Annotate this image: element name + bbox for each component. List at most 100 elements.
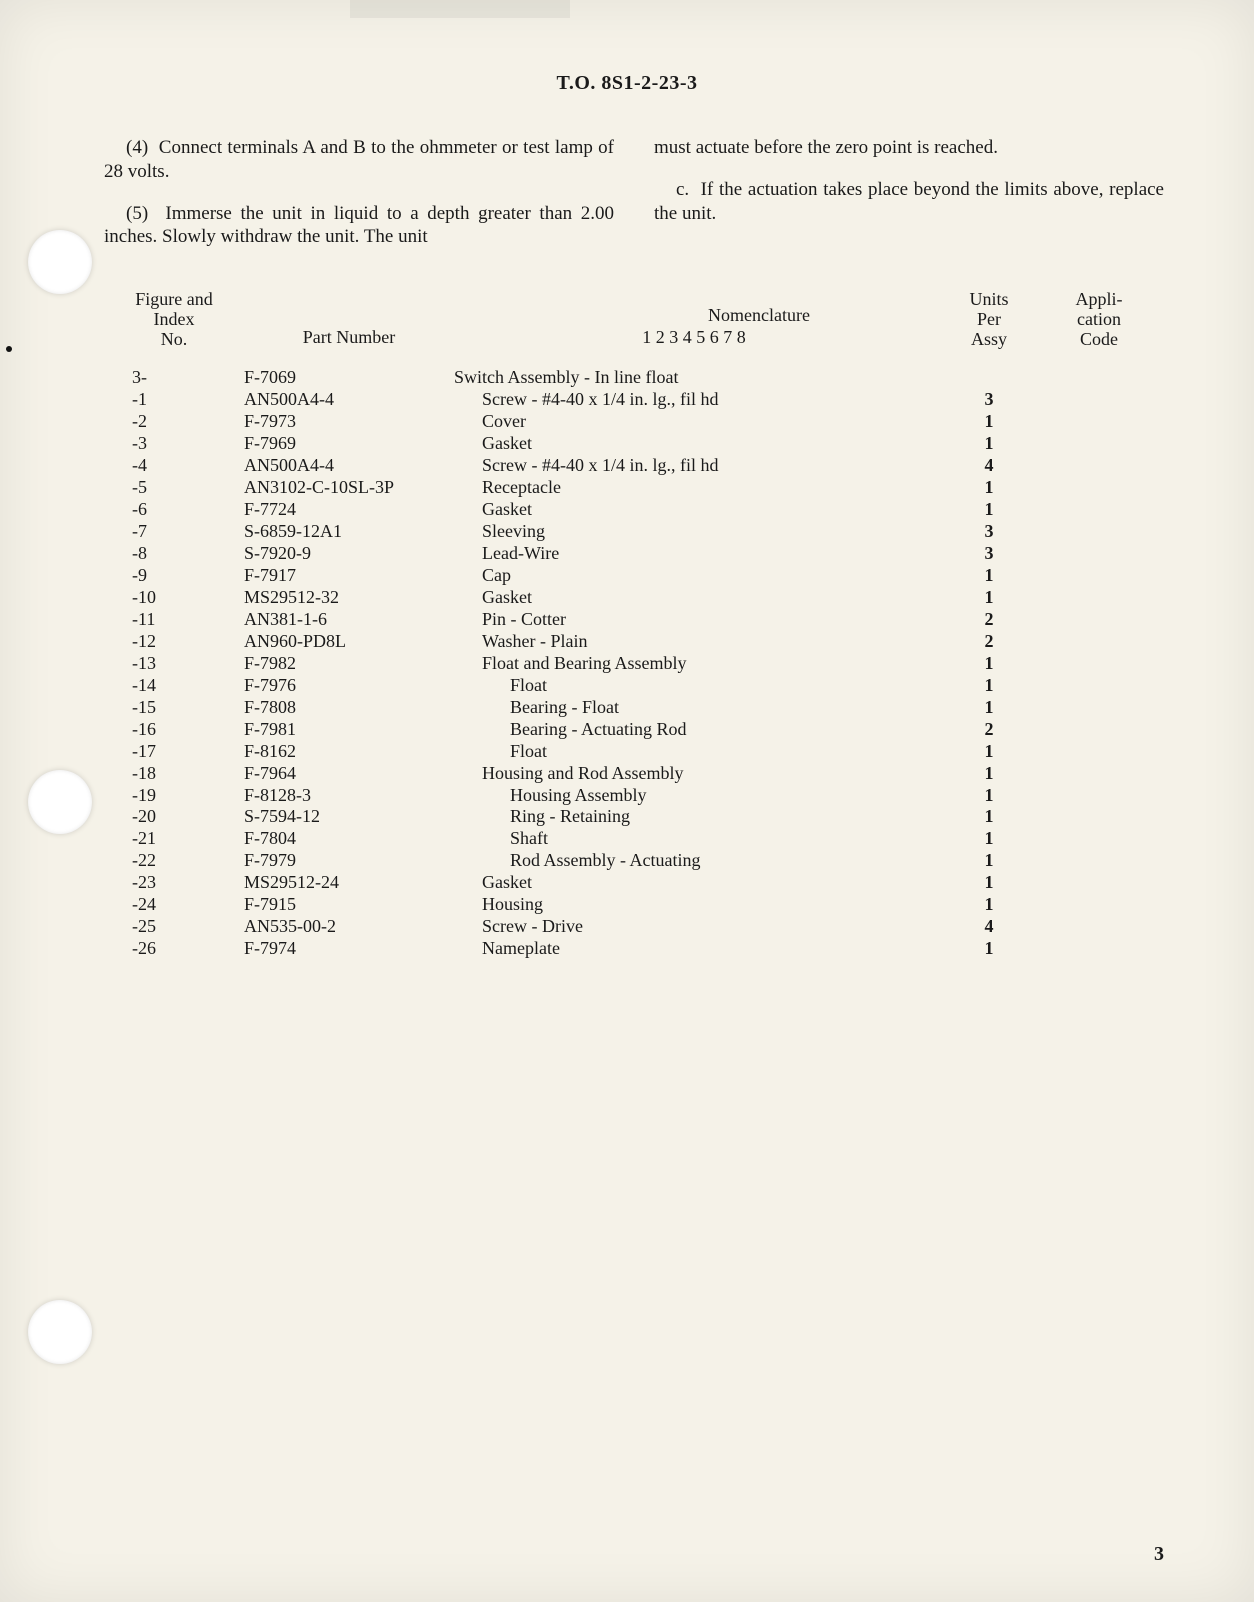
scan-artifact-dot bbox=[6, 346, 12, 352]
cell-nomenclature: Switch Assembly - In line float bbox=[454, 367, 934, 389]
cell-index: -6 bbox=[104, 499, 244, 521]
cell-index: -18 bbox=[104, 763, 244, 785]
cell-nomenclature: Shaft bbox=[454, 828, 934, 850]
table-row: -18F-7964Housing and Rod Assembly1 bbox=[104, 763, 1164, 785]
cell-part-number: MS29512-24 bbox=[244, 872, 454, 894]
header-text: Figure and bbox=[135, 290, 212, 310]
table-row: -6F-7724Gasket1 bbox=[104, 499, 1164, 521]
header-text: Units bbox=[969, 290, 1008, 310]
cell-part-number: F-7804 bbox=[244, 828, 454, 850]
cell-index: -16 bbox=[104, 719, 244, 741]
parts-table: Figure and Index No. Part Number Nomencl… bbox=[104, 290, 1164, 960]
punch-hole-icon bbox=[28, 770, 92, 834]
cell-application-code bbox=[1044, 499, 1154, 521]
header-text: Code bbox=[1080, 330, 1118, 350]
cell-application-code bbox=[1044, 455, 1154, 477]
cell-index: -3 bbox=[104, 433, 244, 455]
cell-application-code bbox=[1044, 741, 1154, 763]
cell-nomenclature: Bearing - Float bbox=[454, 697, 934, 719]
cell-part-number: F-7915 bbox=[244, 894, 454, 916]
body-text-columns: (4) Connect terminals A and B to the ohm… bbox=[104, 136, 1164, 267]
cell-index: -26 bbox=[104, 938, 244, 960]
cell-application-code bbox=[1044, 389, 1154, 411]
col-header-index: Figure and Index No. bbox=[104, 290, 244, 349]
paragraph-number: c. bbox=[676, 178, 689, 202]
table-row: -20S-7594-12Ring - Retaining1 bbox=[104, 806, 1164, 828]
cell-application-code bbox=[1044, 653, 1154, 675]
document-page: T.O. 8S1-2-23-3 (4) Connect terminals A … bbox=[0, 0, 1254, 1602]
cell-nomenclature: Nameplate bbox=[454, 938, 934, 960]
cell-application-code bbox=[1044, 631, 1154, 653]
cell-part-number: AN500A4-4 bbox=[244, 389, 454, 411]
cell-units: 4 bbox=[934, 916, 1044, 938]
cell-index: -7 bbox=[104, 521, 244, 543]
cell-index: -13 bbox=[104, 653, 244, 675]
paragraph: (5) Immerse the unit in liquid to a dept… bbox=[104, 202, 614, 250]
cell-index: -8 bbox=[104, 543, 244, 565]
cell-part-number: MS29512-32 bbox=[244, 587, 454, 609]
table-row: -13F-7982Float and Bearing Assembly1 bbox=[104, 653, 1164, 675]
cell-units: 2 bbox=[934, 631, 1044, 653]
cell-units: 2 bbox=[934, 719, 1044, 741]
cell-index: -15 bbox=[104, 697, 244, 719]
cell-part-number: F-7808 bbox=[244, 697, 454, 719]
cell-index: -1 bbox=[104, 389, 244, 411]
header-text: Nomenclature bbox=[454, 305, 934, 327]
header-text: cation bbox=[1077, 310, 1121, 330]
cell-part-number: F-7917 bbox=[244, 565, 454, 587]
header-text: No. bbox=[161, 330, 188, 350]
table-row: -9F-7917Cap1 bbox=[104, 565, 1164, 587]
cell-nomenclature: Receptacle bbox=[454, 477, 934, 499]
table-row: -24F-7915Housing1 bbox=[104, 894, 1164, 916]
cell-part-number: AN535-00-2 bbox=[244, 916, 454, 938]
cell-application-code bbox=[1044, 543, 1154, 565]
cell-part-number: F-7973 bbox=[244, 411, 454, 433]
paragraph-number: (5) bbox=[126, 202, 148, 226]
cell-application-code bbox=[1044, 675, 1154, 697]
cell-index: -9 bbox=[104, 565, 244, 587]
cell-application-code bbox=[1044, 609, 1154, 631]
paragraph: must actuate before the zero point is re… bbox=[654, 136, 1164, 160]
header-text: 1 2 3 4 5 6 7 8 bbox=[454, 327, 934, 349]
table-row: -23MS29512-24Gasket1 bbox=[104, 872, 1164, 894]
col-header-units: Units Per Assy bbox=[934, 290, 1044, 349]
cell-application-code bbox=[1044, 367, 1154, 389]
cell-units: 3 bbox=[934, 389, 1044, 411]
cell-index: -19 bbox=[104, 785, 244, 807]
cell-nomenclature: Screw - Drive bbox=[454, 916, 934, 938]
cell-nomenclature: Float bbox=[454, 741, 934, 763]
cell-nomenclature: Gasket bbox=[454, 587, 934, 609]
cell-index: -24 bbox=[104, 894, 244, 916]
cell-units: 1 bbox=[934, 938, 1044, 960]
table-row: -19F-8128-3Housing Assembly1 bbox=[104, 785, 1164, 807]
cell-nomenclature: Ring - Retaining bbox=[454, 806, 934, 828]
cell-application-code bbox=[1044, 894, 1154, 916]
cell-units: 3 bbox=[934, 521, 1044, 543]
cell-units: 1 bbox=[934, 850, 1044, 872]
table-row: -3F-7969Gasket1 bbox=[104, 433, 1164, 455]
header-text: Index bbox=[154, 310, 195, 330]
cell-nomenclature: Bearing - Actuating Rod bbox=[454, 719, 934, 741]
header-text: Assy bbox=[971, 330, 1007, 350]
cell-units: 1 bbox=[934, 411, 1044, 433]
table-row: -10MS29512-32Gasket1 bbox=[104, 587, 1164, 609]
cell-index: -25 bbox=[104, 916, 244, 938]
cell-units: 1 bbox=[934, 872, 1044, 894]
cell-units: 1 bbox=[934, 587, 1044, 609]
table-header-row: Figure and Index No. Part Number Nomencl… bbox=[104, 290, 1164, 353]
cell-part-number: F-7982 bbox=[244, 653, 454, 675]
cell-index: -12 bbox=[104, 631, 244, 653]
paragraph: c. If the actuation takes place beyond t… bbox=[654, 178, 1164, 226]
cell-index: -14 bbox=[104, 675, 244, 697]
paragraph: (4) Connect terminals A and B to the ohm… bbox=[104, 136, 614, 184]
table-row: -25AN535-00-2Screw - Drive4 bbox=[104, 916, 1164, 938]
cell-units: 1 bbox=[934, 675, 1044, 697]
header-text: Appli- bbox=[1076, 290, 1123, 310]
cell-application-code bbox=[1044, 938, 1154, 960]
cell-nomenclature: Housing and Rod Assembly bbox=[454, 763, 934, 785]
cell-application-code bbox=[1044, 411, 1154, 433]
cell-index: -11 bbox=[104, 609, 244, 631]
cell-nomenclature: Gasket bbox=[454, 872, 934, 894]
table-row: -2F-7973Cover1 bbox=[104, 411, 1164, 433]
cell-units: 1 bbox=[934, 653, 1044, 675]
